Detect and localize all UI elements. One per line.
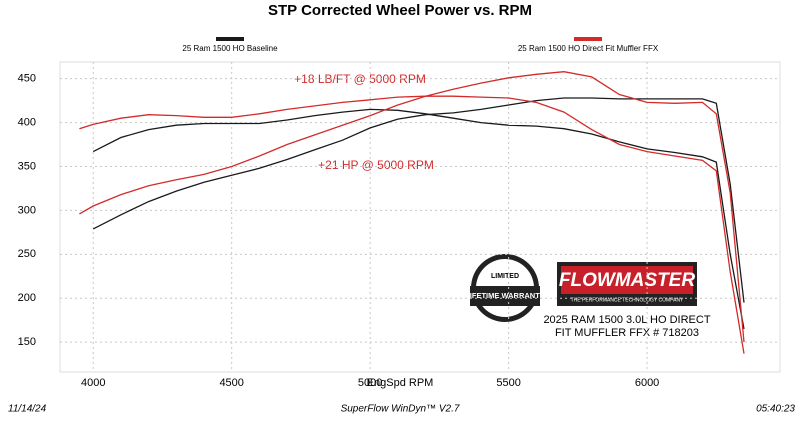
legend-swatch — [216, 37, 244, 41]
y-tick-label: 150 — [18, 336, 36, 348]
logo-tagline: THE PERFORMANCE TECHNOLOGY COMPANY — [571, 297, 684, 303]
x-tick-label: 4500 — [219, 377, 243, 389]
x-axis-label: EngSpd RPM — [367, 377, 434, 389]
flowmaster-logo: FLOWMASTER THE PERFORMANCE TECHNOLOGY CO… — [557, 262, 697, 306]
badge-text: LIMITED — [491, 273, 519, 280]
annotation: +21 HP @ 5000 RPM — [318, 158, 434, 172]
y-tick-label: 300 — [18, 204, 36, 216]
y-tick-label: 400 — [18, 117, 36, 129]
line-torque — [92, 108, 745, 330]
footer-date: 11/14/24 — [8, 404, 47, 415]
badge-text: LIFETIME WARRANTY — [465, 291, 545, 300]
legend-swatch — [574, 37, 602, 41]
warranty-badge: LIMITED LIFETIME WARRANTY — [465, 254, 545, 322]
x-tick-label: 6000 — [635, 377, 659, 389]
x-tick-label: 5000 — [358, 377, 382, 389]
footer-time: 05:40:23 — [756, 404, 795, 415]
chart-title: STP Corrected Wheel Power vs. RPM — [268, 2, 532, 19]
footer-software: SuperFlow WinDyn™ V2.7 — [341, 404, 460, 415]
legend-label: 25 Ram 1500 HO Direct Fit Muffler FFX — [518, 44, 659, 53]
plot-area — [59, 61, 781, 373]
line-power — [79, 71, 745, 343]
y-tick-label: 450 — [18, 73, 36, 85]
x-tick-label: 5500 — [496, 377, 520, 389]
legend-label: 25 Ram 1500 HO Baseline — [182, 44, 278, 53]
y-tick-label: 350 — [18, 160, 36, 172]
logo-caption: FIT MUFFLER FFX # 718203 — [555, 327, 699, 339]
y-tick-label: 250 — [18, 248, 36, 260]
line-power — [92, 97, 745, 303]
logo-brand: FLOWMASTER — [559, 270, 695, 291]
x-tick-label: 4000 — [81, 377, 105, 389]
y-tick-label: 200 — [18, 292, 36, 304]
logo-caption: 2025 RAM 1500 3.0L HO DIRECT — [543, 314, 710, 326]
